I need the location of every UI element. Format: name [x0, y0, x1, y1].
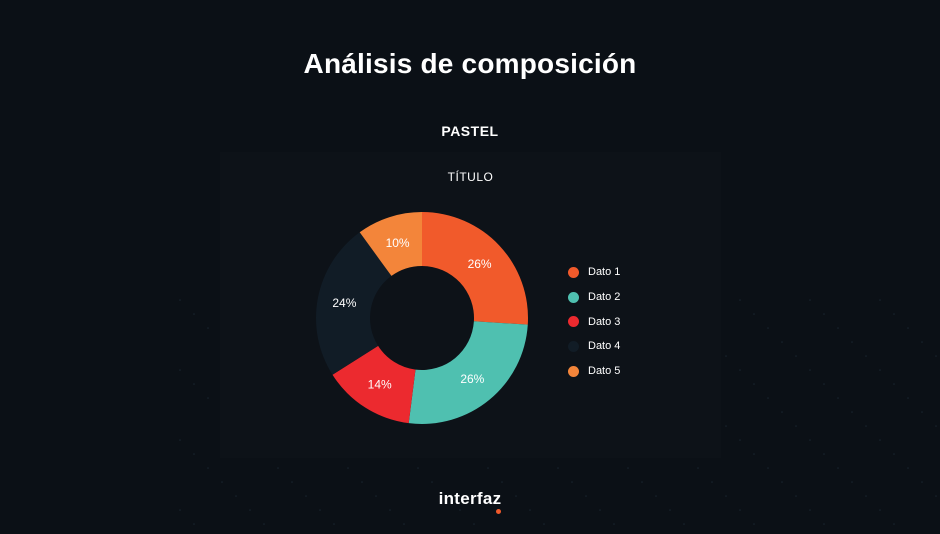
legend-label: Dato 1 [588, 266, 621, 279]
brand-logo: interfaz [0, 489, 940, 514]
brand-name: interfaz [438, 489, 502, 508]
legend-label: Dato 4 [588, 340, 621, 353]
legend-item-2: Dato 2 [568, 285, 708, 310]
page-title: Análisis de composición [303, 48, 637, 79]
legend-item-5: Dato 5 [568, 359, 708, 384]
donut-slice-label-3: 14% [368, 378, 392, 392]
legend-swatch [568, 365, 579, 377]
donut-slice-4 [316, 232, 392, 375]
donut-chart: 26% 26% 14% 24% 10% [316, 212, 528, 424]
legend-swatch [568, 316, 579, 328]
brand-dot [496, 509, 502, 514]
donut-slice-3 [332, 345, 416, 424]
donut-slice-label-2: 26% [460, 372, 484, 386]
legend-label: Dato 3 [588, 315, 621, 328]
legend-item-4: Dato 4 [568, 334, 708, 359]
legend-swatch [568, 291, 579, 303]
donut-slice-5 [359, 212, 422, 276]
chart-panel: TÍTULO 26% 26% 14% 24% 10% Dato 1 Dato 2 Dato … [220, 152, 721, 458]
legend-item-1: Dato 1 [568, 260, 708, 285]
donut-slice-1 [422, 212, 528, 325]
donut-slice-label-5: 10% [386, 236, 410, 250]
donut-slice-label-4: 24% [332, 296, 356, 310]
legend-item-3: Dato 3 [568, 309, 708, 334]
legend-label: Dato 2 [588, 291, 621, 304]
chart-type-subtitle: PASTEL [441, 123, 499, 139]
legend-swatch [568, 266, 579, 278]
chart-legend: Dato 1 Dato 2 Dato 3 Dato 4 Dato 5 [568, 260, 708, 383]
donut-slice-label-1: 26% [468, 257, 492, 271]
donut-slice-2 [408, 321, 528, 424]
chart-title: TÍTULO [447, 170, 494, 184]
legend-label: Dato 5 [588, 365, 621, 378]
legend-swatch [568, 340, 579, 352]
